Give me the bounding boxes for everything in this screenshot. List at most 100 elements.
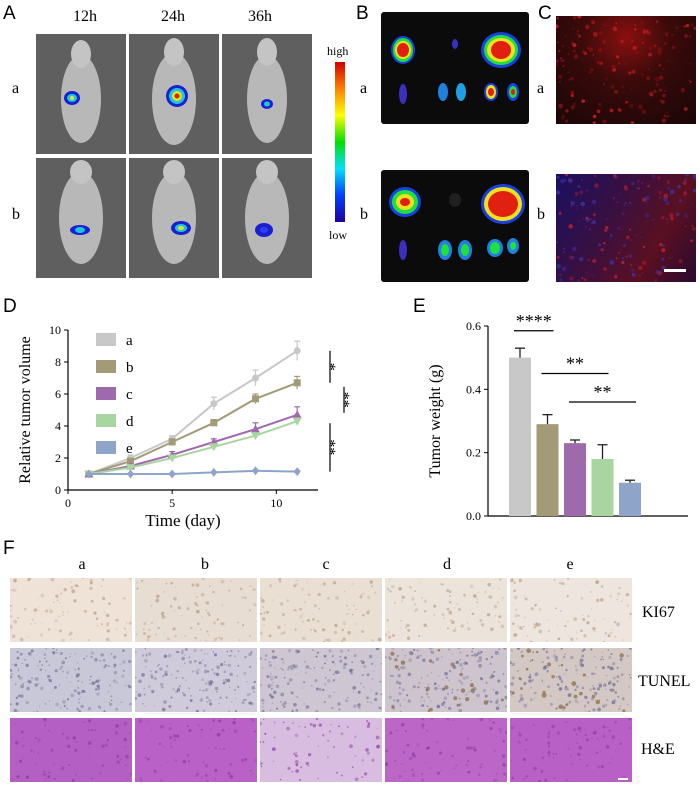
y-tick-label: 0.0 bbox=[466, 509, 481, 523]
series-e bbox=[85, 466, 301, 479]
significance-label: **** bbox=[516, 311, 552, 331]
y-tick-label: 8 bbox=[55, 355, 61, 369]
panel-f-row-he: H&E bbox=[641, 741, 675, 758]
panel-f-row-tunel: TUNEL bbox=[638, 673, 691, 690]
histology-grid bbox=[10, 578, 636, 786]
significance-label: ** bbox=[341, 392, 358, 408]
panel-f-column-c: c bbox=[322, 556, 330, 573]
data-point bbox=[210, 467, 218, 477]
fluorescence-image-a bbox=[556, 16, 696, 124]
histology-he-b bbox=[135, 718, 257, 782]
histology-ki67-d bbox=[385, 578, 507, 642]
mouse-image-b-36h bbox=[222, 158, 312, 278]
bar-e bbox=[619, 482, 641, 516]
legend-swatch-e bbox=[96, 441, 116, 454]
panel-c-label: C bbox=[538, 3, 552, 24]
histology-ki67-b bbox=[135, 578, 257, 642]
histology-tunel-d bbox=[385, 648, 507, 712]
data-point bbox=[252, 466, 259, 476]
panel-f-column-d: d bbox=[443, 556, 451, 573]
series-line-e bbox=[88, 469, 298, 475]
panel-c-row-label-b: b bbox=[537, 206, 545, 223]
data-point bbox=[127, 469, 134, 479]
data-point bbox=[210, 400, 218, 408]
histology-ki67-e bbox=[510, 578, 632, 642]
series-line-a bbox=[88, 349, 298, 475]
histology-tunel-e bbox=[510, 648, 632, 712]
y-tick-label: 2 bbox=[55, 451, 61, 465]
panel-b-row-label-a: a bbox=[360, 80, 368, 97]
panel-b-row-label-b: b bbox=[360, 206, 368, 223]
legend-swatch-d bbox=[96, 414, 116, 427]
legend-label-b: b bbox=[126, 360, 134, 376]
series-b bbox=[85, 375, 301, 478]
significance-label: ** bbox=[566, 354, 584, 374]
data-point bbox=[168, 469, 176, 479]
tumor-volume-chart: 0 2 4 6 8 10 0 5 10 Time (day) Relative tumor volu… bbox=[17, 323, 358, 530]
mouse-image-a-36h bbox=[222, 34, 312, 154]
histology-tunel-b bbox=[135, 648, 257, 712]
panel-f-column-e: e bbox=[566, 556, 574, 573]
x-axis-label: Time (day) bbox=[145, 511, 220, 530]
panel-c-row-label-a: a bbox=[537, 80, 545, 97]
data-point bbox=[293, 347, 301, 355]
y-axis-label: Relative tumor volume bbox=[17, 336, 34, 484]
significance-label: ** bbox=[594, 382, 612, 402]
mouse-image-a-12h bbox=[36, 34, 126, 154]
scale-bar bbox=[664, 269, 686, 272]
bar-c bbox=[564, 443, 586, 516]
histology-he-a bbox=[10, 718, 132, 782]
series-line-d bbox=[88, 420, 298, 475]
organ-imaging-b bbox=[381, 170, 529, 282]
bar-a bbox=[509, 357, 531, 516]
series-line-c bbox=[88, 413, 298, 475]
histology-he-c bbox=[260, 718, 382, 782]
column-label-24h: 24h bbox=[161, 8, 185, 25]
panel-a-label: A bbox=[3, 3, 16, 24]
data-point bbox=[168, 438, 176, 446]
colorbar-high-label: high bbox=[327, 44, 349, 58]
bar-d bbox=[591, 459, 614, 516]
data-point bbox=[252, 374, 259, 382]
significance-label: ** bbox=[327, 439, 344, 455]
histology-ki67-c bbox=[260, 578, 382, 642]
data-point bbox=[251, 432, 260, 441]
data-point bbox=[210, 419, 218, 427]
row-label-b: b bbox=[12, 206, 20, 223]
mouse-image-a-24h bbox=[129, 34, 219, 154]
panel-f-column-b: b bbox=[201, 556, 209, 573]
histology-he-d bbox=[385, 718, 507, 782]
x-tick-label: 10 bbox=[270, 496, 282, 510]
series-a bbox=[85, 340, 301, 478]
column-label-12h: 12h bbox=[73, 8, 97, 25]
organ-imaging-a bbox=[381, 12, 529, 124]
y-tick-label: 6 bbox=[55, 387, 61, 401]
data-point bbox=[167, 454, 177, 463]
mouse-image-b-12h bbox=[36, 158, 126, 278]
bar-b bbox=[536, 424, 559, 516]
panel-f-row-ki67: KI67 bbox=[642, 604, 675, 621]
data-point bbox=[126, 464, 135, 473]
y-tick-label: 0.4 bbox=[466, 382, 481, 396]
legend-label-e: e bbox=[126, 441, 133, 457]
fluorescence-image-b bbox=[556, 174, 696, 282]
panel-f-label: F bbox=[3, 538, 15, 559]
legend-label-a: a bbox=[126, 333, 133, 349]
data-point bbox=[209, 443, 219, 452]
legend-swatch-b bbox=[96, 360, 116, 373]
histology-ki67-a bbox=[10, 578, 132, 642]
data-point bbox=[252, 395, 259, 403]
panel-b-label: B bbox=[356, 3, 369, 24]
panel-e-label: E bbox=[413, 296, 426, 317]
mouse-imaging-grid bbox=[36, 34, 312, 278]
histology-he-e bbox=[510, 718, 632, 782]
data-point bbox=[85, 469, 93, 479]
legend-swatch-c bbox=[96, 387, 116, 400]
mouse-image-b-24h bbox=[129, 158, 219, 278]
y-tick-label: 10 bbox=[49, 323, 61, 337]
series-c bbox=[84, 406, 302, 478]
row-label-a: a bbox=[12, 80, 20, 97]
y-tick-label: 0 bbox=[55, 483, 61, 497]
panel-d-label: D bbox=[3, 296, 17, 317]
